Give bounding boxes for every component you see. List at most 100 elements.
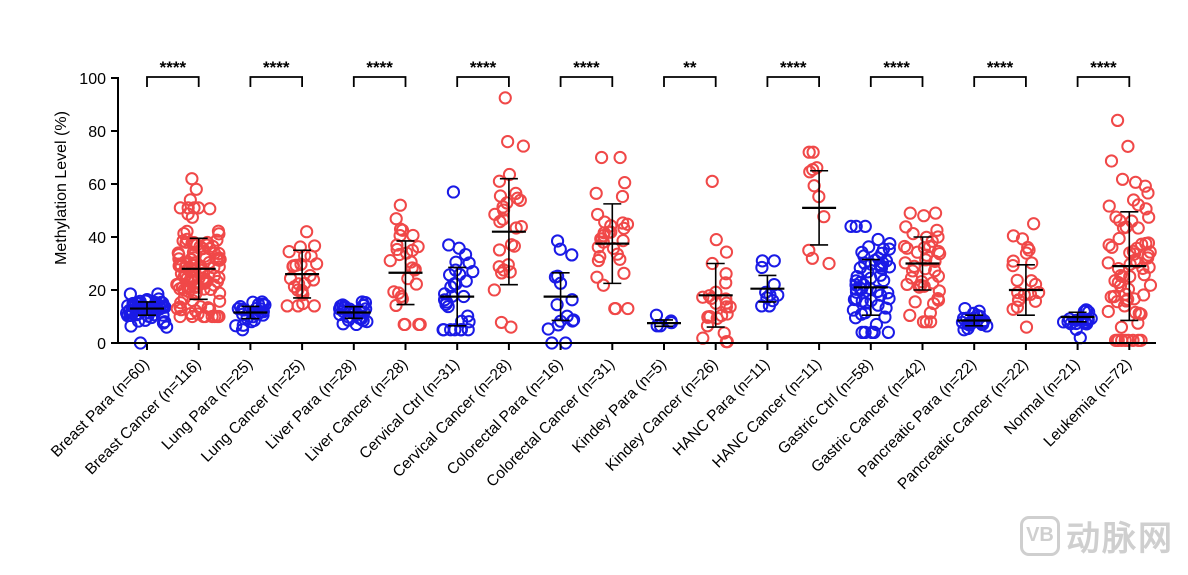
x-tick-labels-layer: Breast Para (n=60)Breast Cancer (n=116)L… (48, 356, 1135, 493)
control-data-point (336, 317, 350, 331)
cancer-data-point (1142, 210, 1156, 224)
cancer-data-point (723, 300, 737, 314)
cancer-data-point (1011, 286, 1025, 300)
control-data-point (858, 219, 872, 233)
x-tick-label: Cervical Ctrl (n=31) (356, 356, 463, 463)
control-data-point (960, 311, 974, 325)
cancer-data-point (516, 139, 530, 153)
cancer-data-point (193, 263, 207, 277)
y-tick-label: 40 (88, 230, 106, 247)
control-data-point (254, 302, 268, 316)
cancer-data-point (931, 291, 945, 306)
cancer-data-point (613, 252, 627, 266)
cancer-data-point (300, 225, 314, 239)
cancer-data-point (709, 233, 723, 247)
cancer-data-point (1104, 154, 1119, 168)
cancer-data-point (1121, 139, 1135, 153)
cancer-data-point (591, 207, 605, 222)
cancer-data-point (899, 220, 913, 234)
cancer-data-point (1027, 217, 1041, 231)
cancer-data-point (282, 244, 296, 259)
significance-label: **** (780, 58, 807, 77)
cancer-data-point (594, 150, 609, 165)
cancer-data-point (923, 306, 937, 320)
cancer-data-point (212, 260, 226, 274)
cancer-data-point (1110, 113, 1125, 128)
cancer-data-point (710, 311, 724, 325)
cancer-data-point (177, 226, 191, 241)
cancer-data-point (807, 179, 821, 193)
significance-bracket (869, 76, 924, 87)
cancer-data-point (1101, 256, 1115, 270)
control-data-point (550, 234, 565, 248)
control-data-point (541, 322, 555, 336)
control-data-point (868, 253, 882, 267)
cancer-data-point (1141, 186, 1155, 200)
control-data-point (246, 295, 260, 309)
cancer-data-point (615, 189, 630, 204)
cancer-data-point (1135, 237, 1149, 251)
watermark: VB 动脉网 (1020, 511, 1174, 560)
control-data-point (755, 260, 769, 275)
significance-bracket (559, 76, 614, 87)
significance-label: **** (263, 58, 290, 77)
cancer-data-point (923, 240, 937, 254)
cancer-data-point (802, 145, 816, 159)
control-data-point (466, 264, 480, 279)
cancer-data-point (1114, 320, 1129, 334)
control-data-point (446, 185, 461, 199)
cancer-data-point (291, 299, 305, 313)
cancer-data-point (696, 290, 710, 304)
significance-layer: **** **** **** **** **** ** **** **** **** **** (146, 58, 1131, 87)
significance-label: **** (366, 58, 393, 77)
cancer-data-point (174, 303, 188, 317)
cancer-data-point (413, 317, 427, 332)
cancer-data-point (395, 223, 410, 237)
cancer-data-point (1139, 202, 1153, 216)
cancer-data-point (210, 309, 224, 324)
cancer-data-point (1131, 198, 1145, 212)
control-data-point (158, 315, 172, 329)
cancer-data-point (805, 251, 819, 265)
y-axis-label: Methylation Level (%) (53, 111, 70, 265)
control-data-point (452, 241, 466, 255)
cancer-data-point (617, 266, 631, 280)
cancer-data-point (494, 315, 509, 330)
cancer-data-point (924, 315, 938, 329)
x-tick-label: Gastric Ctrl (n=58) (775, 356, 877, 458)
cancer-data-point (187, 201, 201, 215)
cancer-data-point (1117, 299, 1132, 313)
cancer-data-point (590, 270, 604, 284)
control-data-point (877, 273, 891, 288)
cancer-data-point (1137, 268, 1151, 282)
control-data-point (849, 219, 863, 233)
cancer-data-point (900, 241, 914, 255)
cancer-data-point (903, 308, 917, 323)
y-tick-label: 100 (79, 71, 106, 88)
cancer-data-point (719, 245, 734, 259)
cancer-data-point (1125, 214, 1139, 228)
cancer-data-point (720, 335, 734, 349)
cancer-data-point (620, 217, 635, 231)
significance-bracket (766, 76, 820, 87)
control-data-point (247, 313, 261, 327)
control-data-point (755, 299, 769, 313)
cancer-data-point (212, 253, 226, 267)
cancer-data-point (618, 176, 632, 190)
y-tick-label: 60 (88, 177, 106, 194)
control-data-point (156, 316, 171, 330)
x-tick-label: Breast Para (n=60) (48, 356, 153, 461)
cancer-data-point (704, 291, 719, 305)
cancer-data-point (392, 286, 406, 300)
control-data-point (343, 302, 357, 316)
cancer-data-point (1108, 274, 1122, 288)
cancer-data-point (1006, 229, 1021, 243)
cancer-data-point (917, 209, 931, 223)
control-data-point (850, 269, 864, 284)
control-data-point (649, 308, 664, 322)
cancer-data-point (493, 189, 508, 203)
axes-layer: 0 20 40 60 80 100 (79, 71, 1156, 353)
cancer-data-point (1006, 254, 1020, 268)
